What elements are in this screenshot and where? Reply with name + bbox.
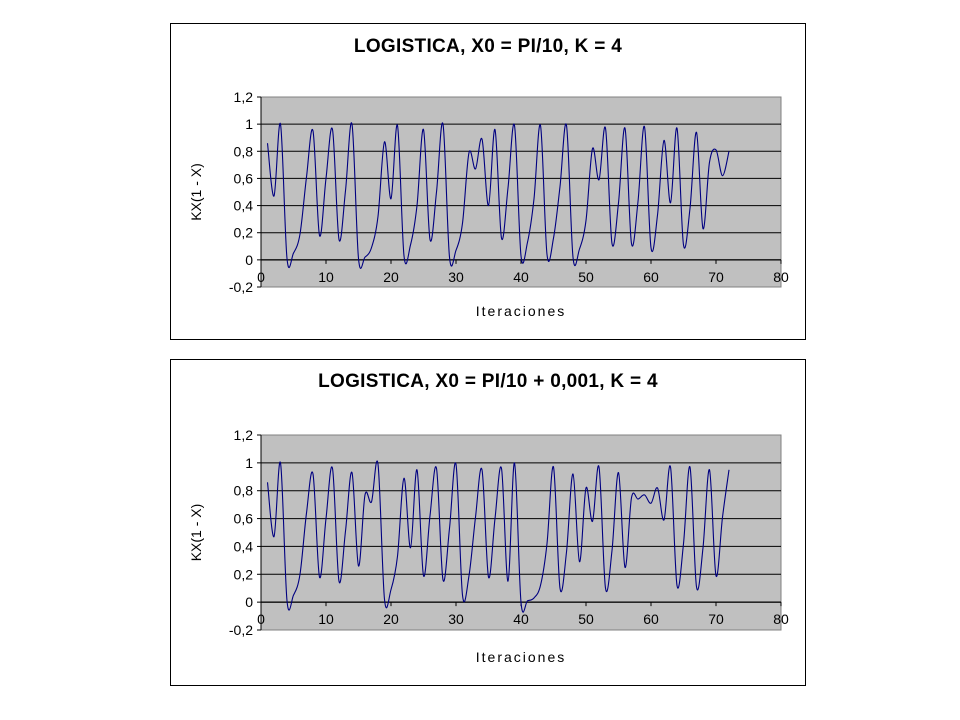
y-tick-label: 0,6	[234, 170, 254, 186]
y-tick-label: 1,2	[234, 89, 254, 105]
chart-panel-1: LOGISTICA, X0 = PI/10, K = 4 -0,2 0 0,2 0,4…	[170, 23, 806, 340]
y-tick-label: 0,4	[234, 538, 254, 554]
y-axis-label: KX(1 - X)	[188, 504, 204, 562]
y-tick-label: 0	[245, 594, 253, 610]
chart-2-svg: -0,200,20,40,60,811,20 10 20 30 40 50 60 70 80It…	[188, 427, 789, 665]
y-tick-label: -0,2	[229, 622, 253, 638]
x-tick-label: 50	[578, 269, 594, 285]
y-tick-label: -0,2	[229, 279, 253, 295]
x-axis-label: Iteraciones	[476, 649, 566, 665]
x-tick-label: 70	[708, 269, 724, 285]
y-tick-label: 0,4	[234, 198, 254, 214]
x-tick-label: 30	[448, 611, 464, 627]
x-tick-label: 70	[708, 611, 724, 627]
chart-title: LOGISTICA, X0 = PI/10, K = 4	[353, 36, 623, 57]
series-line	[266, 122, 730, 269]
x-tick-label: 40	[513, 611, 529, 627]
x-tick-label: 60	[643, 269, 659, 285]
y-tick-label: 0,6	[234, 511, 254, 527]
x-tick-label: 50	[578, 611, 594, 627]
x-tick-label: 20	[383, 269, 399, 285]
x-axis-label: Iteraciones	[476, 303, 566, 319]
x-tick-label: 40	[513, 269, 529, 285]
chart-panel-2: LOGISTICA, X0 = PI/10 + 0,001, K = 4 -0,…	[170, 359, 806, 686]
x-tick-label: 0	[257, 269, 265, 285]
x-tick-label: 30	[448, 269, 464, 285]
y-tick-label: 1	[245, 455, 253, 471]
y-tick-label: 1	[245, 116, 253, 132]
y-tick-label: 0,2	[234, 566, 254, 582]
chart-title: LOGISTICA, X0 = PI/10 + 0,001, K = 4	[318, 371, 658, 392]
y-tick-label: 0,8	[234, 483, 254, 499]
x-tick-label: 10	[318, 611, 334, 627]
y-axis-label: KX(1 - X)	[188, 163, 204, 221]
y-tick-label: 0,2	[234, 225, 254, 241]
series-line	[266, 460, 730, 613]
x-tick-label: 20	[383, 611, 399, 627]
y-tick-label: 1,2	[234, 427, 254, 443]
y-tick-label: 0,8	[234, 143, 254, 159]
x-tick-label: 10	[318, 269, 334, 285]
chart-1-svg: -0,200,20,40,60,811,20 10 20 30 40 50 60 70 80It…	[188, 89, 789, 319]
x-tick-label: 80	[773, 269, 789, 285]
x-tick-label: 80	[773, 611, 789, 627]
x-tick-label: 0	[257, 611, 265, 627]
y-tick-label: 0	[245, 252, 253, 268]
x-tick-label: 60	[643, 611, 659, 627]
